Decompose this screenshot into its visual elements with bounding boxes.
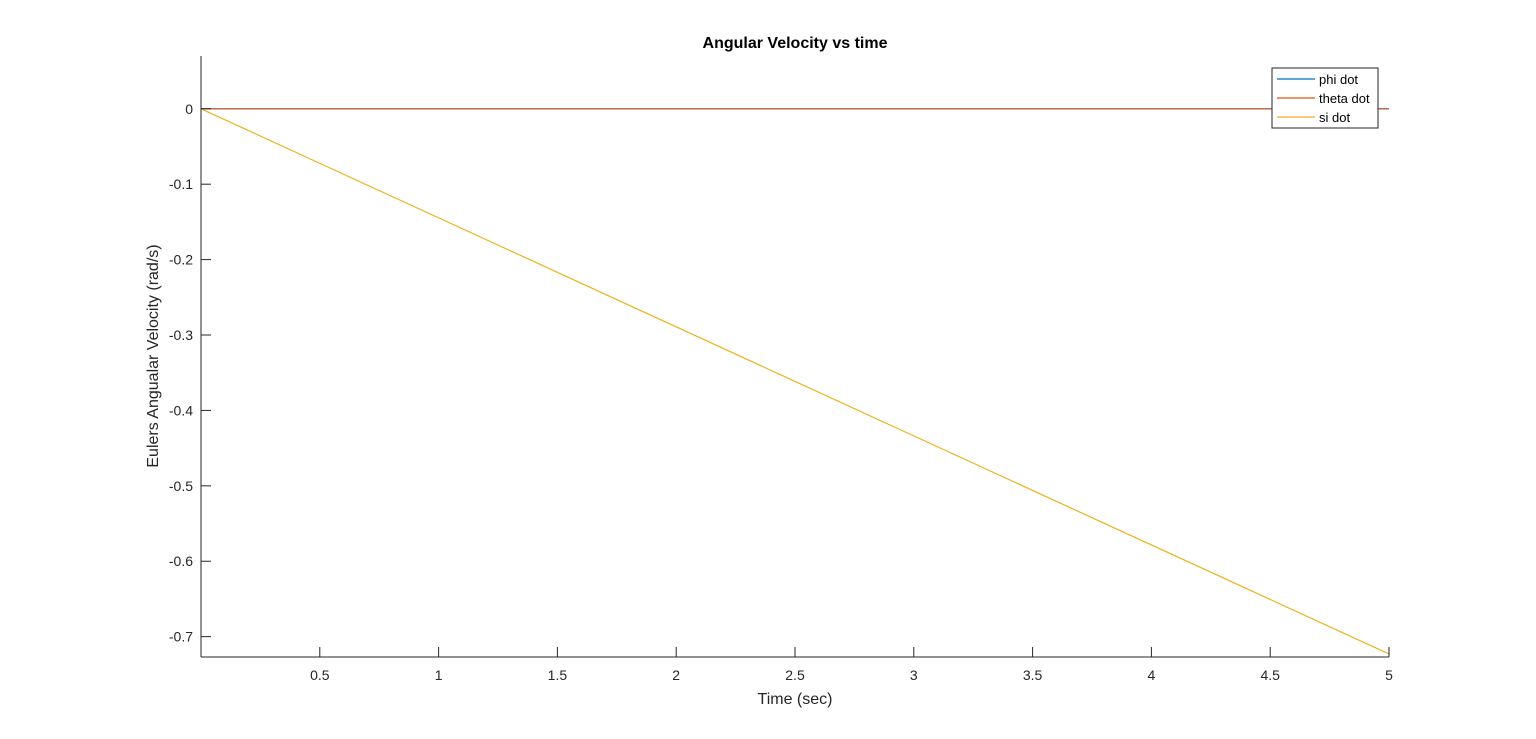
legend-label-theta-dot: theta dot [1319,91,1370,106]
series-layer [200,108,1390,655]
y-tick-label: -0.2 [169,252,193,268]
series-line-si-dot [200,108,1390,655]
x-tick-label: 2.5 [785,667,805,683]
y-tick-label: -0.1 [169,176,193,192]
plot-area: 0.5 1 1.5 2 2.5 3 3.5 4 4.5 5 0 -0.1 -0.2 -0.3 -0.4 -0… [169,56,1393,683]
legend-label-si-dot: si dot [1319,110,1350,125]
y-tick-label: 0 [185,101,193,117]
y-tick-label: -0.6 [169,553,193,569]
y-ticks: 0 -0.1 -0.2 -0.3 -0.4 -0.5 -0.6 -0.7 [169,101,211,645]
x-tick-label: 0.5 [310,667,330,683]
y-axis-title: Eulers Angualar Velocity (rad/s) [145,244,162,467]
x-tick-label: 5 [1385,667,1393,683]
x-tick-label: 4.5 [1260,667,1280,683]
x-tick-label: 1.5 [548,667,568,683]
y-tick-label: -0.7 [169,629,193,645]
legend[interactable]: phi dot theta dot si dot [1271,67,1379,129]
legend-label-phi-dot: phi dot [1319,72,1358,87]
x-ticks: 0.5 1 1.5 2 2.5 3 3.5 4 4.5 5 [310,647,1393,683]
x-axis-title: Time (sec) [758,691,833,708]
x-tick-label: 2 [672,667,680,683]
x-tick-label: 1 [435,667,443,683]
y-tick-label: -0.3 [169,327,193,343]
x-tick-label: 3.5 [1023,667,1043,683]
x-tick-label: 4 [1148,667,1156,683]
y-tick-label: -0.4 [169,402,193,418]
chart-title: Angular Velocity vs time [703,35,888,52]
x-tick-label: 3 [910,667,918,683]
y-tick-label: -0.5 [169,478,193,494]
